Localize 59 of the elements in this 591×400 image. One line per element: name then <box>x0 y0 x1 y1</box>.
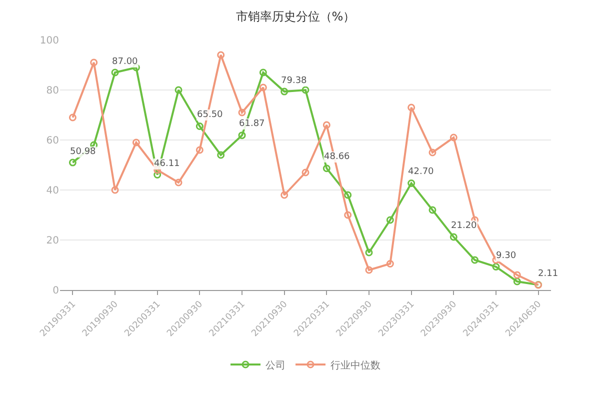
data-label: 79.38 <box>281 76 308 86</box>
point <box>386 216 394 224</box>
data-label: 65.50 <box>197 110 224 120</box>
point <box>196 146 204 154</box>
point <box>174 86 182 94</box>
y-tick-label: 60 <box>46 136 59 146</box>
point <box>322 121 330 129</box>
legend-label: 行业中位数 <box>330 359 380 372</box>
point <box>513 271 521 279</box>
point <box>132 138 140 146</box>
point <box>217 151 225 159</box>
point <box>322 164 330 172</box>
point <box>90 58 98 66</box>
point <box>111 186 119 194</box>
point <box>428 148 436 156</box>
data-label: 9.30 <box>496 251 516 261</box>
point <box>154 170 162 178</box>
point <box>492 263 500 270</box>
point <box>302 168 310 176</box>
data-label: 2.11 <box>538 269 558 279</box>
point <box>513 278 521 286</box>
point <box>259 68 267 76</box>
point <box>238 108 246 116</box>
point <box>302 86 310 94</box>
point <box>408 104 416 112</box>
point <box>174 178 182 186</box>
point <box>408 180 416 187</box>
data-label: 21.20 <box>451 221 478 231</box>
point <box>386 260 394 268</box>
data-label: 61.87 <box>239 119 265 129</box>
point <box>365 266 373 274</box>
data-label: 87.00 <box>112 57 138 67</box>
y-tick-label: 20 <box>46 236 59 246</box>
point <box>344 191 352 199</box>
point <box>471 256 479 264</box>
point <box>68 114 76 122</box>
point <box>450 233 458 241</box>
point <box>217 51 225 59</box>
point <box>280 191 288 199</box>
point <box>280 88 288 96</box>
chart-title: 市销率历史分位（%） <box>236 9 356 24</box>
point <box>68 158 76 166</box>
point <box>111 68 119 76</box>
point <box>450 134 458 142</box>
point <box>428 206 436 214</box>
data-label: 48.66 <box>324 152 350 162</box>
y-tick-label: 0 <box>52 286 59 296</box>
point <box>196 122 204 130</box>
point <box>259 84 267 92</box>
point <box>365 248 373 256</box>
data-label: 42.70 <box>408 167 434 177</box>
y-tick-label: 40 <box>46 186 59 196</box>
point <box>344 211 352 219</box>
point <box>238 132 246 140</box>
data-label: 50.98 <box>70 147 96 157</box>
y-tick-label: 80 <box>46 86 59 96</box>
legend-label: 公司 <box>266 359 286 372</box>
data-label: 46.11 <box>154 159 180 169</box>
y-tick-label: 100 <box>40 36 59 46</box>
